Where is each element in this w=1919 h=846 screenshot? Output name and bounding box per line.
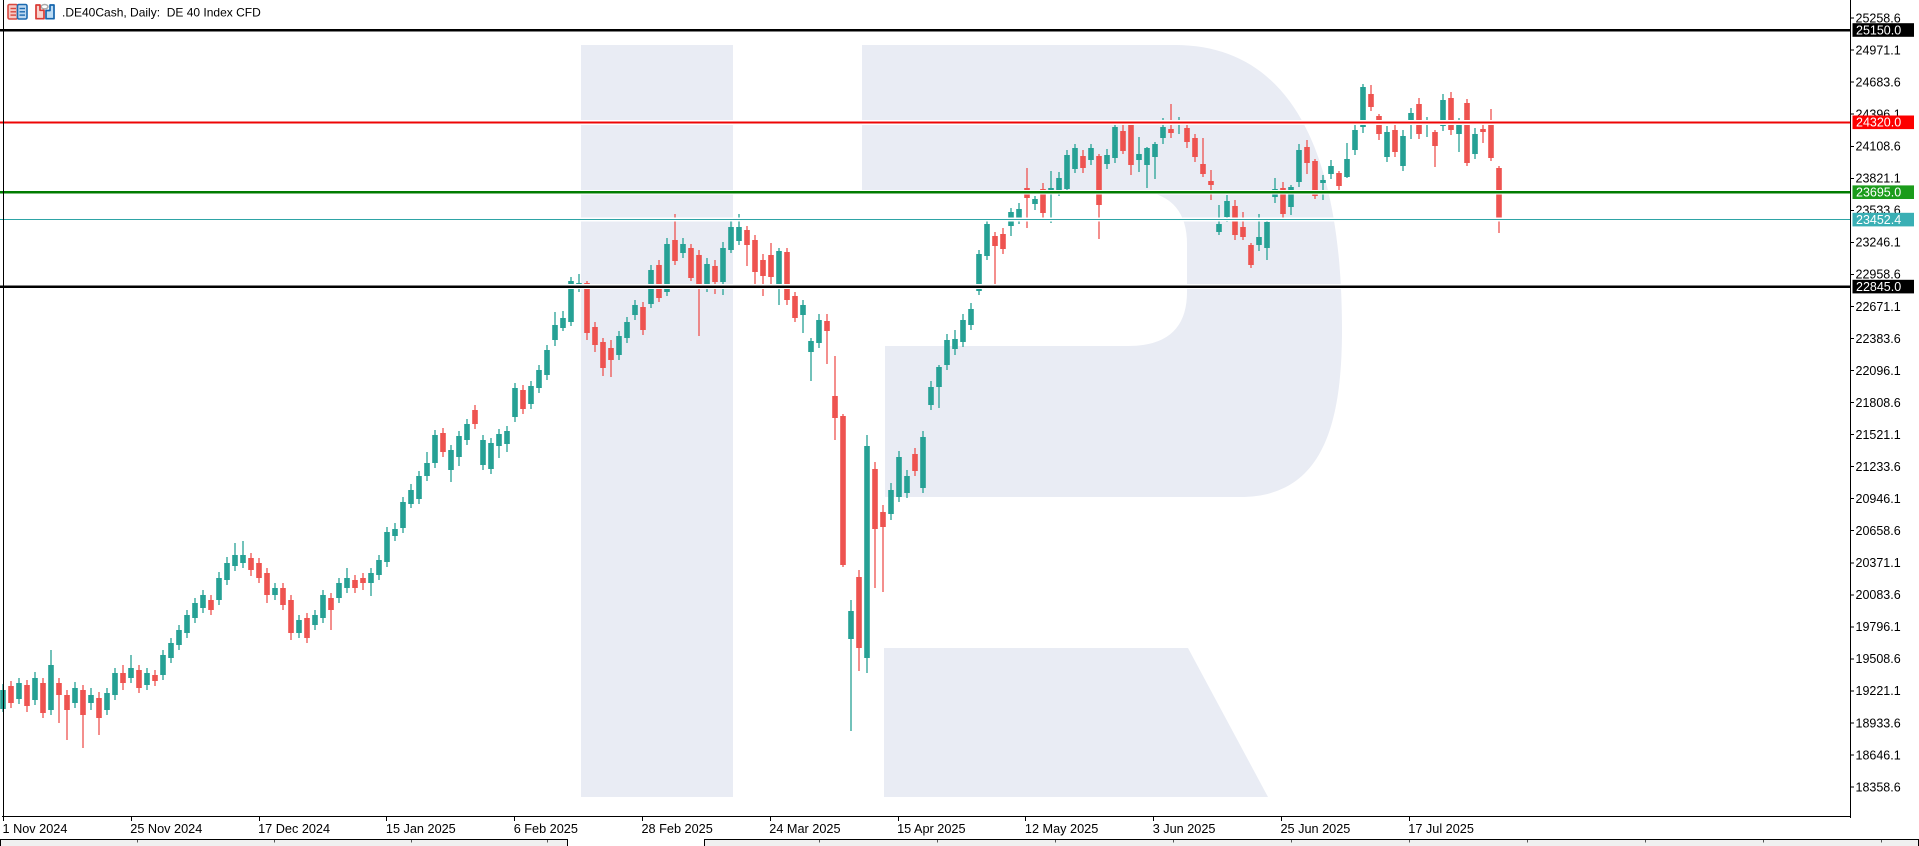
svg-text:15 Jan 2025: 15 Jan 2025 xyxy=(386,822,456,836)
svg-text:20658.6: 20658.6 xyxy=(1856,524,1901,538)
svg-text:19508.6: 19508.6 xyxy=(1856,652,1901,666)
svg-text:18646.1: 18646.1 xyxy=(1856,748,1901,762)
svg-text:25 Jun 2025: 25 Jun 2025 xyxy=(1281,822,1351,836)
svg-text:17 Dec 2024: 17 Dec 2024 xyxy=(258,822,330,836)
svg-text:20371.1: 20371.1 xyxy=(1856,556,1901,570)
svg-text:21521.1: 21521.1 xyxy=(1856,428,1901,442)
svg-text:24320.0: 24320.0 xyxy=(1856,116,1901,130)
svg-text:19221.1: 19221.1 xyxy=(1856,684,1901,698)
svg-text:18358.6: 18358.6 xyxy=(1856,780,1901,794)
svg-text:22096.1: 22096.1 xyxy=(1856,364,1901,378)
svg-text:17 Jul 2025: 17 Jul 2025 xyxy=(1408,822,1474,836)
svg-text:24108.6: 24108.6 xyxy=(1856,140,1901,154)
svg-text:20946.1: 20946.1 xyxy=(1856,492,1901,506)
svg-text:19796.1: 19796.1 xyxy=(1856,620,1901,634)
svg-text:20083.6: 20083.6 xyxy=(1856,588,1901,602)
svg-text:28 Feb 2025: 28 Feb 2025 xyxy=(642,822,713,836)
svg-text:25150.0: 25150.0 xyxy=(1856,23,1901,37)
svg-text:22671.1: 22671.1 xyxy=(1856,300,1901,314)
svg-text:22383.6: 22383.6 xyxy=(1856,332,1901,346)
svg-text:1 Nov 2024: 1 Nov 2024 xyxy=(3,822,68,836)
svg-text:25258.6: 25258.6 xyxy=(1856,11,1901,25)
svg-text:15 Apr 2025: 15 Apr 2025 xyxy=(897,822,965,836)
svg-text:18933.6: 18933.6 xyxy=(1856,716,1901,730)
svg-text:25 Nov 2024: 25 Nov 2024 xyxy=(130,822,202,836)
svg-text:23452.4: 23452.4 xyxy=(1856,213,1901,227)
svg-text:24971.1: 24971.1 xyxy=(1856,43,1901,57)
svg-text:21233.6: 21233.6 xyxy=(1856,460,1901,474)
svg-text:22845.0: 22845.0 xyxy=(1856,280,1901,294)
svg-text:23246.1: 23246.1 xyxy=(1856,236,1901,250)
svg-text:22958.6: 22958.6 xyxy=(1856,268,1901,282)
svg-text:.DE40Cash, Daily: DE 40 Index: .DE40Cash, Daily: DE 40 Index CFD xyxy=(62,6,261,20)
svg-text:6 Feb 2025: 6 Feb 2025 xyxy=(514,822,578,836)
svg-text:3 Jun 2025: 3 Jun 2025 xyxy=(1153,822,1216,836)
svg-text:23821.1: 23821.1 xyxy=(1856,172,1901,186)
svg-text:21808.6: 21808.6 xyxy=(1856,396,1901,410)
svg-text:23695.0: 23695.0 xyxy=(1856,186,1901,200)
svg-text:24 Mar 2025: 24 Mar 2025 xyxy=(769,822,840,836)
svg-text:12 May 2025: 12 May 2025 xyxy=(1025,822,1098,836)
svg-text:24683.6: 24683.6 xyxy=(1856,76,1901,90)
